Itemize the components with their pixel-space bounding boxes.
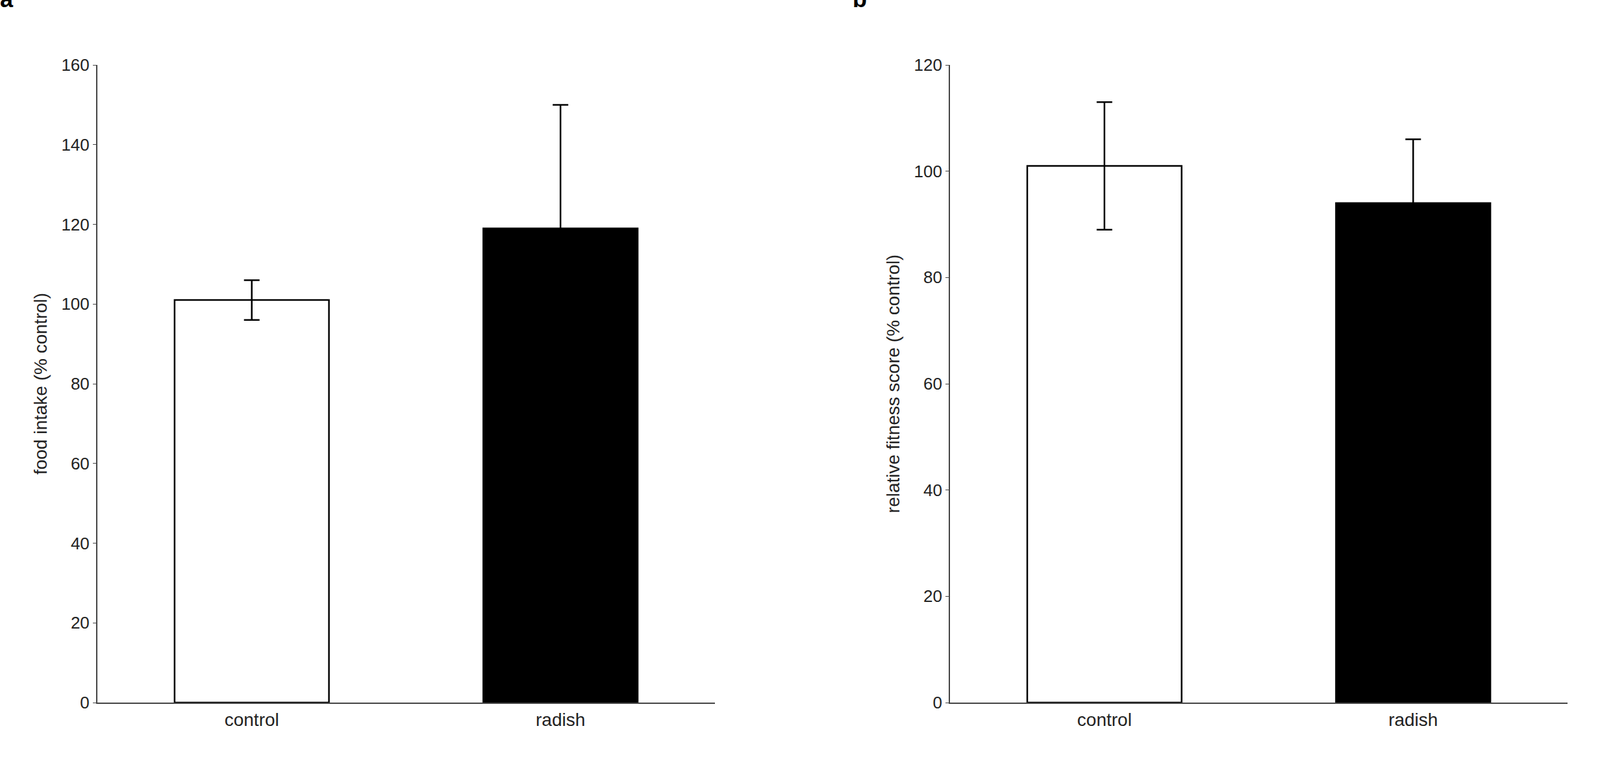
svg-text:20: 20	[923, 586, 943, 606]
svg-text:relative fitness score (% cont: relative fitness score (% control)	[883, 254, 904, 513]
svg-text:140: 140	[61, 135, 89, 155]
svg-text:0: 0	[932, 692, 942, 713]
svg-text:160: 160	[61, 55, 89, 75]
svg-text:40: 40	[923, 480, 943, 500]
svg-text:120: 120	[914, 55, 943, 75]
svg-text:120: 120	[61, 214, 89, 235]
svg-text:20: 20	[70, 612, 90, 633]
svg-text:60: 60	[923, 374, 943, 394]
svg-text:food intake (% control): food intake (% control)	[30, 292, 51, 475]
svg-text:0: 0	[79, 692, 89, 713]
svg-text:control: control	[224, 709, 280, 730]
svg-text:radish: radish	[1388, 709, 1438, 730]
svg-text:b: b	[852, 0, 867, 13]
svg-text:80: 80	[70, 374, 90, 394]
svg-text:40: 40	[70, 533, 90, 554]
svg-text:100: 100	[914, 161, 943, 182]
svg-text:80: 80	[923, 267, 943, 288]
svg-text:radish: radish	[535, 709, 586, 730]
svg-text:a: a	[0, 0, 14, 13]
svg-text:control: control	[1077, 709, 1132, 730]
svg-text:60: 60	[70, 453, 90, 474]
svg-text:100: 100	[61, 294, 89, 314]
